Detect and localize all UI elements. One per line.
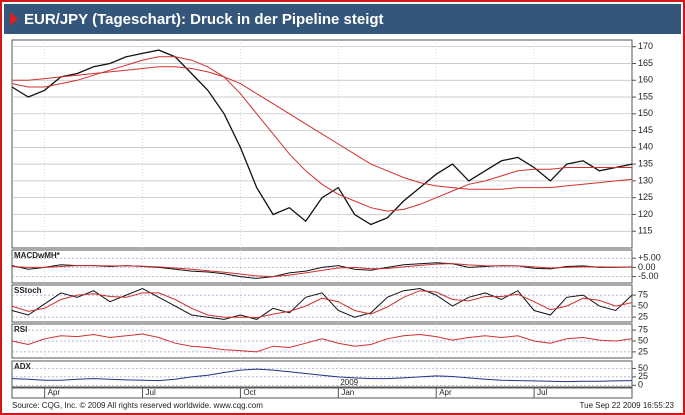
timestamp: Tue Sep 22 2009 16:55:23	[580, 401, 675, 410]
panel	[11, 39, 633, 249]
x-tick-label: Jan	[341, 388, 354, 397]
line	[12, 66, 633, 190]
chart-title: EUR/JPY (Tageschart): Druck in der Pipel…	[24, 11, 384, 28]
panel-title: MACDwMH*	[14, 251, 61, 260]
panel-title: ADX	[14, 362, 32, 371]
y-tick-label: 75	[638, 324, 648, 334]
y-tick-label: 120	[638, 209, 653, 219]
panel-title: RSI	[14, 325, 27, 334]
line	[11, 263, 632, 278]
y-tick-label: 0.00	[638, 262, 656, 272]
year-label: 2009	[340, 378, 358, 387]
y-tick-label: 135	[638, 159, 653, 169]
time-axis	[11, 387, 633, 399]
y-tick-label: 140	[638, 142, 653, 152]
line	[11, 333, 633, 353]
title-icon	[10, 12, 18, 26]
y-tick-label: 155	[638, 91, 653, 101]
y-tick-label: 160	[638, 75, 653, 85]
panel-title: SStoch	[14, 286, 42, 295]
y-tick-label: 0	[638, 380, 643, 390]
source: Source: CQG, Inc. © 2009 All rights rese…	[12, 401, 263, 410]
y-tick-label: -5.00	[638, 271, 659, 281]
y-tick-label: 165	[638, 58, 653, 68]
line	[11, 49, 633, 226]
y-tick-label: 25	[638, 312, 648, 322]
line	[11, 290, 633, 319]
x-tick-label: Apr	[439, 388, 452, 397]
y-tick-label: 25	[638, 346, 648, 356]
y-tick-label: +5.00	[638, 253, 661, 263]
x-tick-label: Jul	[146, 388, 156, 397]
y-tick-label: 75	[638, 290, 648, 300]
y-tick-label: 145	[638, 125, 653, 135]
panel	[11, 360, 633, 388]
line	[11, 368, 633, 383]
x-tick-label: Oct	[243, 388, 256, 397]
y-tick-label: 25	[638, 371, 648, 381]
title-bar	[4, 4, 681, 34]
y-tick-label: 130	[638, 175, 653, 185]
panel	[11, 284, 633, 323]
y-tick-label: 50	[638, 301, 648, 311]
y-tick-label: 170	[638, 41, 653, 51]
y-tick-label: 115	[638, 226, 652, 236]
y-tick-label: 50	[638, 335, 648, 345]
line	[11, 56, 632, 212]
y-tick-label: 50	[638, 363, 648, 373]
y-tick-label: 125	[638, 192, 653, 202]
y-tick-label: 150	[638, 108, 653, 118]
x-tick-label: Jul	[537, 388, 547, 397]
line	[11, 287, 633, 320]
x-tick-label: Apr	[48, 388, 61, 397]
